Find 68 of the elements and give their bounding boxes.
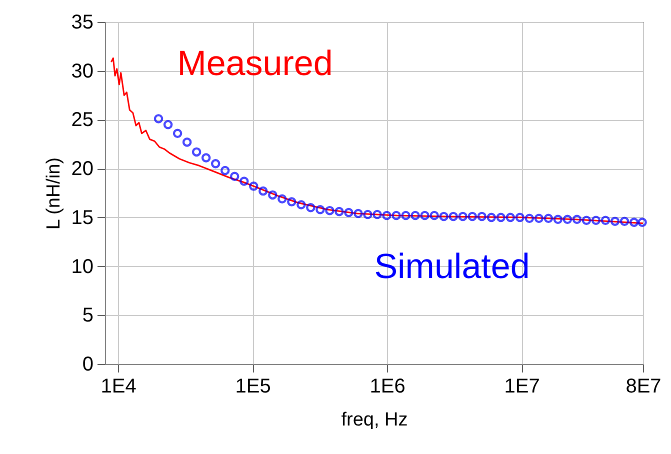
point bbox=[638, 218, 647, 227]
point bbox=[544, 214, 554, 224]
point bbox=[477, 212, 487, 222]
point bbox=[239, 176, 249, 186]
point bbox=[258, 186, 268, 196]
point bbox=[600, 216, 610, 225]
point bbox=[192, 147, 202, 157]
y-tick-label: 0 bbox=[82, 354, 94, 376]
point bbox=[287, 197, 296, 206]
point bbox=[401, 210, 410, 220]
point bbox=[620, 216, 630, 226]
point bbox=[496, 212, 506, 222]
point bbox=[468, 212, 477, 222]
point bbox=[201, 153, 211, 162]
point bbox=[562, 214, 572, 224]
point bbox=[316, 204, 325, 214]
y-tick-label: 20 bbox=[71, 158, 94, 180]
y-tick-label: 10 bbox=[71, 256, 94, 278]
point bbox=[325, 206, 334, 216]
point bbox=[306, 203, 316, 212]
point bbox=[458, 212, 468, 222]
point bbox=[534, 214, 544, 224]
point bbox=[382, 210, 392, 220]
point bbox=[163, 120, 173, 130]
y-axis-title: L (nH/in) bbox=[43, 157, 64, 230]
x-tick-label: 1E4 bbox=[100, 376, 136, 398]
point bbox=[572, 214, 582, 224]
point bbox=[448, 212, 458, 222]
point bbox=[430, 210, 439, 220]
point bbox=[629, 218, 639, 227]
y-tick-label: 15 bbox=[71, 206, 94, 229]
point bbox=[344, 208, 354, 218]
point bbox=[515, 212, 525, 222]
point bbox=[372, 210, 382, 220]
point bbox=[210, 159, 220, 168]
point bbox=[230, 172, 240, 182]
point bbox=[439, 212, 448, 222]
point bbox=[486, 212, 496, 222]
point bbox=[154, 114, 164, 124]
x-tick-label: 1E5 bbox=[235, 376, 271, 398]
point bbox=[392, 210, 401, 220]
point bbox=[420, 210, 430, 220]
series-label: Simulated bbox=[374, 247, 530, 286]
point bbox=[591, 216, 601, 225]
point bbox=[582, 216, 592, 225]
x-tick-label: 1E6 bbox=[370, 376, 406, 398]
point bbox=[410, 210, 420, 220]
point bbox=[524, 214, 534, 224]
series-label: Measured bbox=[177, 44, 333, 83]
point bbox=[278, 194, 287, 204]
y-tick-label: 25 bbox=[71, 109, 94, 132]
point bbox=[354, 208, 363, 218]
x-tick-label: 8E7 bbox=[626, 376, 662, 398]
point bbox=[268, 190, 278, 200]
point bbox=[363, 210, 372, 220]
point bbox=[334, 206, 344, 216]
point bbox=[182, 138, 192, 147]
point bbox=[248, 182, 258, 191]
point bbox=[610, 216, 620, 226]
point bbox=[296, 200, 306, 210]
y-tick-label: 5 bbox=[82, 304, 94, 327]
y-tick-label: 30 bbox=[71, 60, 94, 82]
point bbox=[172, 128, 182, 138]
x-tick-label: 1E7 bbox=[504, 376, 540, 398]
point bbox=[553, 214, 563, 224]
point bbox=[506, 212, 516, 222]
point bbox=[220, 166, 230, 176]
y-tick-label: 35 bbox=[71, 12, 94, 34]
